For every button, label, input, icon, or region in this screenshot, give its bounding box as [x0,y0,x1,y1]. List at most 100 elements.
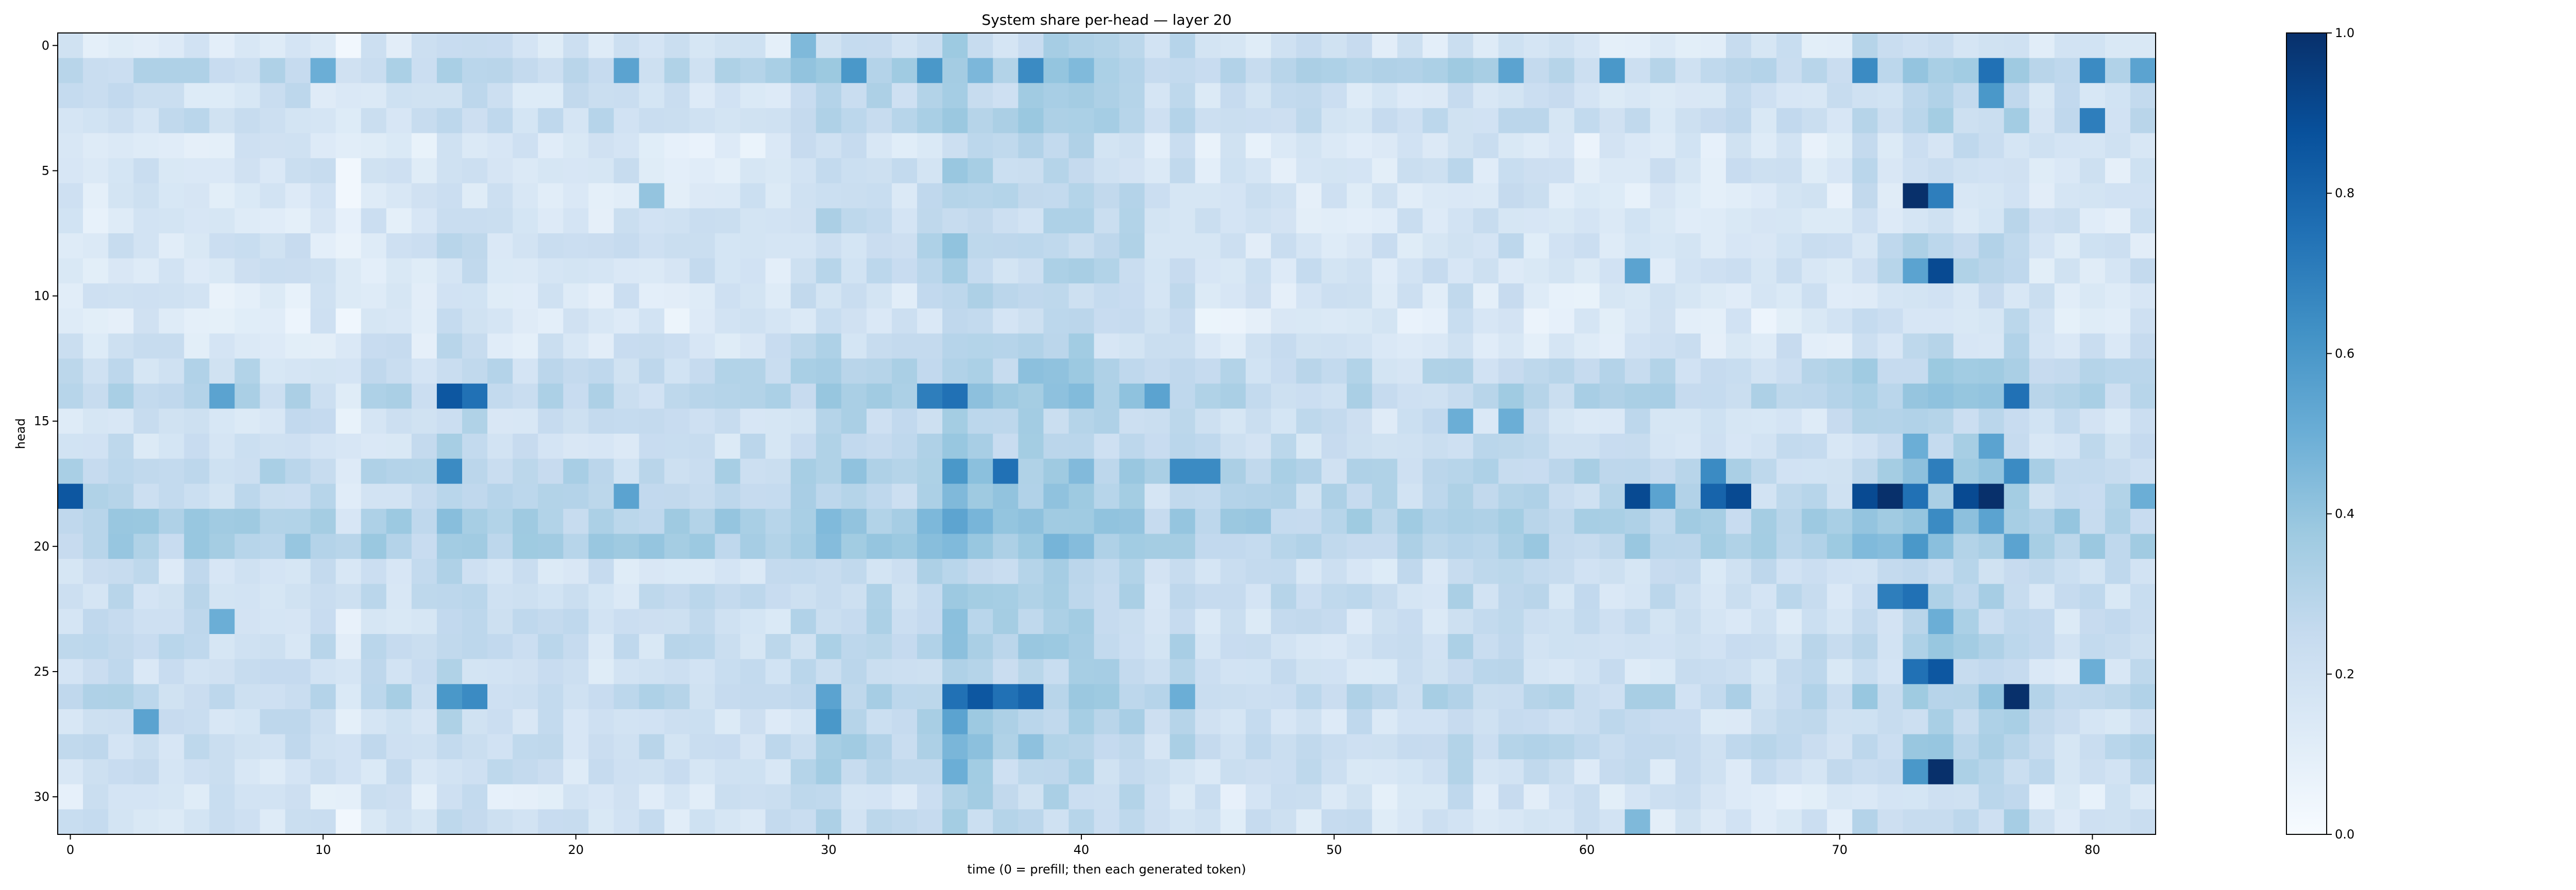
heatmap-cell [2105,408,2131,434]
heatmap-cell [1270,534,1297,559]
heatmap-cell [2054,233,2080,259]
heatmap-cell [1372,559,1398,585]
heatmap-cell [310,559,336,585]
y-axis-label: head [13,418,28,449]
heatmap-cell [1195,809,1221,835]
heatmap-cell [1397,233,1423,259]
heatmap-cell [1624,283,1651,309]
heatmap-cell [133,158,159,184]
heatmap-cell [1953,283,1979,309]
heatmap-cell [1523,183,1550,209]
heatmap-cell [1675,83,1701,109]
heatmap-cell [1599,133,1625,159]
heatmap-cell [285,484,311,509]
heatmap-cell [993,208,1019,234]
heatmap-cell [1043,258,1070,284]
heatmap-cell [1195,183,1221,209]
heatmap-cell [285,434,311,459]
heatmap-cell [108,58,134,83]
heatmap-cell [1802,283,1827,309]
heatmap-cell [310,784,336,810]
heatmap-cell [386,233,412,259]
heatmap-cell [184,233,210,259]
colorbar-tick-label: 0.4 [2335,507,2354,521]
heatmap-cell [1852,434,1878,459]
heatmap-cell [1270,383,1297,409]
heatmap-cell [462,158,488,184]
heatmap-cell [1725,233,1752,259]
heatmap-cell [133,809,159,835]
heatmap-cell [1094,158,1120,184]
heatmap-cell [1296,534,1322,559]
heatmap-cell [1776,734,1802,760]
heatmap-cell [234,508,261,535]
heatmap-cell [436,183,463,209]
heatmap-cell [108,534,134,559]
heatmap-cell [209,434,235,459]
heatmap-cell [1094,534,1120,559]
heatmap-cell [1624,158,1651,184]
heatmap-cell [2004,659,2030,684]
heatmap-cell [1043,559,1070,585]
heatmap-cell [1321,158,1347,184]
heatmap-cell [1119,33,1145,59]
heatmap-cell [1700,283,1726,309]
heatmap-cell [2079,734,2106,760]
heatmap-cell [2054,333,2080,359]
heatmap-cell [1549,584,1575,609]
heatmap-cell [335,108,362,134]
heatmap-cell [740,759,766,785]
heatmap-cell [1877,133,1903,159]
heatmap-cell [386,258,412,284]
heatmap-cell [1599,408,1625,434]
heatmap-cell [614,333,639,359]
heatmap-cell [1448,809,1473,835]
heatmap-cell [1170,609,1196,635]
heatmap-cell [1069,809,1095,835]
heatmap-cell [689,33,716,59]
heatmap-cell [386,33,412,59]
heatmap-cell [538,133,564,159]
heatmap-cell [614,458,639,484]
heatmap-cell [487,183,513,209]
heatmap-cell [386,784,412,810]
heatmap-cell [664,208,690,234]
heatmap-cell [715,158,741,184]
heatmap-cell [133,383,159,409]
heatmap-cell [538,458,564,484]
heatmap-cell [1624,183,1651,209]
heatmap-cell [2029,133,2055,159]
heatmap-cell [1877,659,1903,684]
heatmap-cell [159,233,184,259]
heatmap-cell [234,609,261,635]
heatmap-cell [993,559,1019,585]
heatmap-cell [1043,408,1070,434]
heatmap-cell [866,584,892,609]
heatmap-cell [1245,158,1272,184]
heatmap-cell [1397,759,1423,785]
heatmap-cell [2130,559,2156,585]
heatmap-cell [1852,58,1878,83]
heatmap-cell [133,308,159,334]
heatmap-cell [1827,684,1853,710]
heatmap-cell [664,358,690,384]
heatmap-cell [1877,634,1903,660]
heatmap-cell [1650,559,1676,585]
heatmap-cell [1953,458,1979,484]
heatmap-cell [639,308,665,334]
heatmap-cell [1903,709,1929,735]
heatmap-cell [1195,659,1221,684]
heatmap-cell [1170,559,1196,585]
heatmap-cell [436,809,463,835]
heatmap-cell [1094,484,1120,509]
heatmap-cell [159,108,184,134]
heatmap-cell [917,308,943,334]
heatmap-cell [1700,33,1726,59]
heatmap-cell [1270,333,1297,359]
heatmap-cell [1473,559,1499,585]
heatmap-cell [513,634,538,660]
heatmap-cell [1473,133,1499,159]
heatmap-cell [436,784,463,810]
heatmap-cell [866,734,892,760]
heatmap-cell [58,308,83,334]
